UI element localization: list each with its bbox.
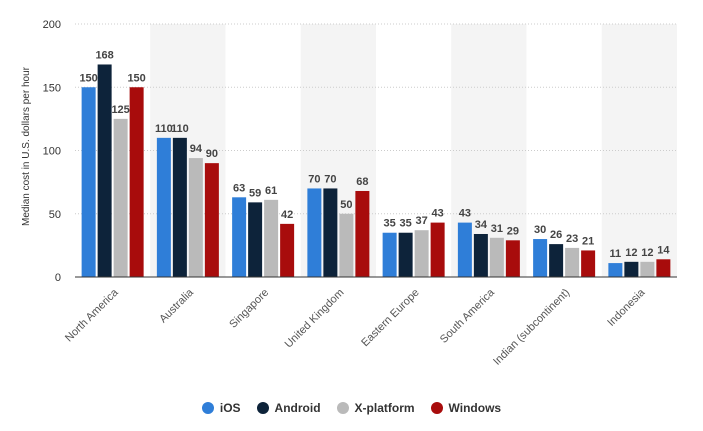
data-label: 43 [432, 208, 444, 220]
data-label: 61 [265, 185, 277, 197]
category-label: Eastern Europe [359, 287, 422, 350]
category-label: United Kingdom [283, 287, 347, 351]
bar [398, 232, 413, 277]
category-label: North America [63, 286, 121, 344]
data-label: 42 [281, 209, 293, 221]
data-label: 168 [95, 49, 113, 61]
bar [188, 158, 203, 277]
bar [505, 240, 520, 277]
y-axis-ticks: 0 50 100 150 200 [43, 19, 61, 284]
legend-label: iOS [219, 401, 241, 415]
data-label: 90 [206, 148, 218, 160]
data-label: 150 [127, 72, 145, 84]
data-label: 35 [400, 218, 412, 230]
bar [172, 137, 187, 277]
bar [549, 244, 564, 277]
y-tick-label: 200 [43, 19, 61, 31]
bar [414, 230, 429, 277]
bar [248, 202, 263, 277]
data-label: 150 [79, 72, 97, 84]
bar [355, 190, 370, 277]
data-label: 12 [641, 247, 653, 259]
data-label: 110 [171, 123, 189, 135]
bar [339, 213, 354, 277]
data-label: 21 [582, 235, 594, 247]
legend-swatch [201, 402, 214, 414]
legend-item[interactable]: Windows [430, 401, 502, 415]
y-axis-label: Median cost in U.S. dollars per hour [21, 66, 32, 226]
bar [489, 237, 504, 277]
data-label: 50 [340, 199, 352, 211]
legend-item[interactable]: iOS [201, 401, 241, 415]
bar [81, 87, 96, 277]
data-label: 31 [491, 223, 503, 235]
bar [430, 222, 445, 277]
data-label: 63 [233, 182, 245, 194]
data-label: 94 [190, 143, 203, 155]
y-tick-label: 50 [49, 209, 61, 221]
legend-label: Windows [448, 401, 502, 415]
data-label: 59 [249, 187, 261, 199]
data-label: 23 [566, 233, 578, 245]
bar [323, 188, 338, 277]
bar [204, 163, 219, 277]
legend-swatch [336, 402, 349, 414]
legend-swatch [430, 402, 443, 414]
bar [156, 137, 171, 277]
data-label: 70 [324, 173, 336, 185]
legend: iOS Android X-platform Windows [0, 401, 703, 415]
category-label: Australia [157, 286, 196, 325]
bar [656, 259, 671, 277]
data-label: 11 [610, 248, 622, 260]
bar [533, 239, 548, 277]
data-label: 70 [308, 173, 320, 185]
bar [624, 261, 639, 277]
legend-label: Android [274, 401, 321, 415]
data-label: 35 [384, 218, 396, 230]
data-label: 110 [155, 123, 173, 135]
bar [473, 233, 488, 277]
bar [640, 261, 655, 277]
bar [581, 250, 596, 277]
category-label: Singapore [227, 287, 271, 331]
y-tick-label: 150 [43, 82, 61, 94]
y-tick-label: 100 [43, 146, 61, 158]
gridlines [75, 23, 677, 215]
data-label: 43 [459, 208, 471, 220]
bars [81, 64, 671, 277]
data-label: 29 [507, 225, 519, 237]
data-label: 12 [625, 247, 637, 259]
bar [565, 247, 580, 277]
legend-item[interactable]: Android [256, 401, 321, 415]
data-label: 34 [475, 219, 488, 231]
data-label: 30 [534, 224, 546, 236]
data-label: 26 [550, 229, 562, 241]
bar [457, 222, 472, 277]
data-label: 125 [111, 104, 129, 116]
bar [608, 263, 623, 277]
bar [280, 223, 295, 277]
legend-swatch [256, 402, 269, 414]
legend-label: X-platform [354, 401, 415, 415]
category-label: Indian (subcontinent) [491, 287, 572, 368]
legend-item[interactable]: X-platform [336, 401, 415, 415]
category-label: South America [438, 286, 498, 346]
x-axis-categories: North America Australia Singapore United Ki… [63, 286, 648, 368]
data-label: 68 [356, 176, 368, 188]
bar [129, 87, 144, 277]
bar [307, 188, 322, 277]
bar [382, 232, 397, 277]
bar [264, 199, 279, 277]
bar [232, 197, 247, 277]
data-label: 14 [657, 244, 670, 256]
data-label: 37 [416, 215, 428, 227]
category-label: Indonesia [605, 286, 648, 329]
bar [113, 118, 128, 277]
y-tick-label: 0 [55, 272, 61, 284]
bar [97, 64, 112, 277]
